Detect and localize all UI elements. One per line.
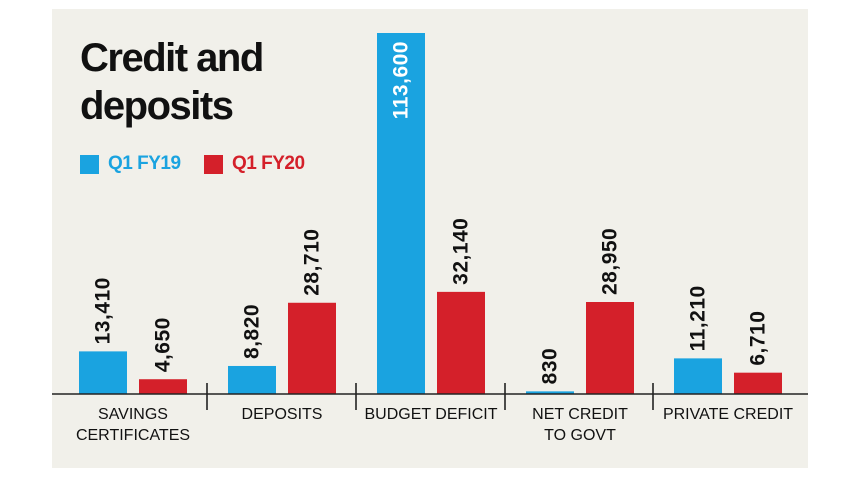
bar-q1-fy19-savings-certificates bbox=[79, 351, 127, 394]
value-label-q1-fy20-deposits: 28,710 bbox=[301, 229, 324, 296]
x-axis-ticks-group bbox=[206, 383, 654, 410]
bar-q1-fy19-budget-deficit bbox=[377, 33, 425, 394]
value-label-q1-fy19-net-credit-to-govt: 830 bbox=[539, 348, 562, 385]
legend-label-q1-fy19: Q1 FY19 bbox=[108, 153, 181, 174]
value-label-q1-fy19-private-credit: 11,210 bbox=[687, 285, 710, 351]
value-labels-group: 13,410 4,650 8,820 28,710 113,600 32,140 830 28… bbox=[92, 41, 770, 384]
bar-q1-fy20-deposits bbox=[288, 302, 336, 394]
chart-title-line-1: Credit and bbox=[80, 36, 264, 80]
value-label-q1-fy20-net-credit-to-govt: 28,950 bbox=[599, 228, 622, 295]
bar-q1-fy20-budget-deficit bbox=[437, 291, 485, 394]
bars-group bbox=[79, 33, 782, 394]
value-label-q1-fy20-private-credit: 6,710 bbox=[747, 311, 770, 366]
legend-label-q1-fy20: Q1 FY20 bbox=[232, 153, 305, 174]
bar-q1-fy20-net-credit-to-govt bbox=[586, 302, 634, 394]
bar-q1-fy20-private-credit bbox=[734, 372, 782, 394]
value-label-q1-fy19-deposits: 8,820 bbox=[241, 304, 264, 359]
legend-item-q1-fy20: Q1 FY20 bbox=[204, 153, 305, 175]
bar-q1-fy19-net-credit-to-govt bbox=[526, 391, 574, 394]
legend-swatch-q1-fy19 bbox=[80, 154, 99, 174]
category-label-savings-certificates-line-1: SAVINGS bbox=[98, 406, 168, 423]
chart-title-line-2: deposits bbox=[80, 84, 234, 128]
legend-swatch-q1-fy20 bbox=[204, 154, 223, 174]
category-label-savings-certificates-line-2: CERTIFICATES bbox=[76, 427, 190, 444]
value-label-q1-fy20-savings-certificates: 4,650 bbox=[152, 317, 175, 372]
legend-item-q1-fy19: Q1 FY19 bbox=[80, 153, 181, 175]
bar-q1-fy20-savings-certificates bbox=[139, 379, 187, 394]
value-label-q1-fy19-budget-deficit: 113,600 bbox=[390, 41, 413, 119]
category-label-budget-deficit: BUDGET DEFICIT bbox=[364, 406, 497, 423]
category-label-deposits: DEPOSITS bbox=[242, 406, 323, 423]
value-label-q1-fy19-savings-certificates: 13,410 bbox=[92, 277, 115, 344]
bar-q1-fy19-private-credit bbox=[674, 358, 722, 394]
category-label-net-credit-to-govt-line-1: NET CREDIT bbox=[532, 406, 628, 423]
category-label-private-credit: PRIVATE CREDIT bbox=[663, 406, 793, 423]
category-labels-group: SAVINGS CERTIFICATES DEPOSITS BUDGET DEFICI… bbox=[76, 406, 793, 444]
bar-q1-fy19-deposits bbox=[228, 365, 276, 394]
category-label-net-credit-to-govt-line-2: TO GOVT bbox=[544, 427, 616, 444]
value-label-q1-fy20-budget-deficit: 32,140 bbox=[450, 218, 473, 285]
